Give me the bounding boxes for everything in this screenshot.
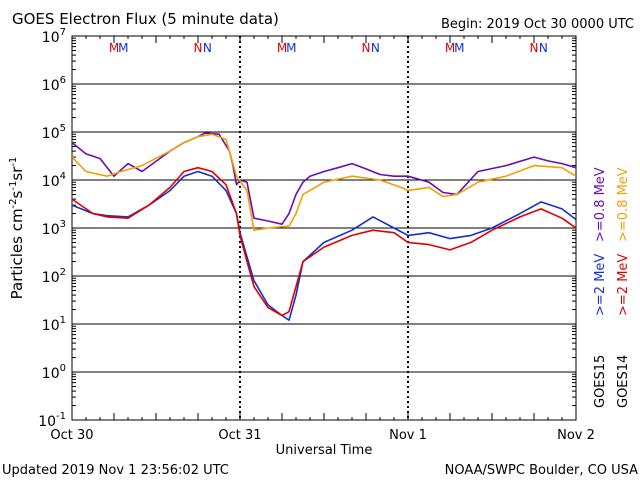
series-lines — [71, 132, 577, 322]
y-axis-label: Particles cm-2s-1sr-1 — [8, 157, 26, 300]
series-line — [71, 166, 577, 317]
x-tick-labels: Oct 30 Oct 31 Nov 1 Nov 2 — [50, 428, 594, 443]
y-tick-label: 105 — [42, 123, 66, 142]
top-marker: N — [371, 41, 380, 55]
chart-title: GOES Electron Flux (5 minute data) — [12, 10, 279, 28]
top-marker: M — [118, 41, 128, 55]
top-marker: N — [194, 41, 203, 55]
y-tick-label: 10-1 — [38, 411, 66, 430]
y-tick-label: 107 — [42, 27, 66, 46]
series-line — [71, 170, 577, 322]
legend-entry: >=0.8 MeV — [616, 167, 631, 242]
updated-timestamp: Updated 2019 Nov 1 23:56:02 UTC — [2, 463, 229, 478]
top-marker: M — [277, 41, 287, 55]
x-tick-label: Nov 2 — [557, 428, 595, 443]
y-tick-label: 101 — [42, 315, 66, 334]
y-tick-label: 103 — [42, 219, 66, 238]
legend-group-label: GOES14 — [616, 355, 631, 408]
x-tick-label: Oct 31 — [218, 428, 261, 443]
day-boundary-markers — [239, 36, 409, 420]
x-tick-label: Oct 30 — [50, 428, 93, 443]
top-marker: N — [203, 41, 212, 55]
y-tick-label: 106 — [42, 75, 66, 94]
top-marker: M — [286, 41, 296, 55]
legend-entry: >=2 MeV — [593, 254, 608, 316]
begin-date: Begin: 2019 Oct 30 0000 UTC — [441, 17, 634, 32]
legend-entry: >=0.8 MeV — [593, 167, 608, 242]
top-marker: N — [539, 41, 548, 55]
top-marker: M — [445, 41, 455, 55]
y-tick-labels: 10-1 100 101 102 103 104 105 106 107 — [38, 27, 66, 430]
legend-entry: >=2 MeV — [616, 254, 631, 316]
y-tick-label: 102 — [42, 267, 66, 286]
y-tick-label: 100 — [42, 363, 66, 382]
y-tick-label: 104 — [42, 171, 66, 190]
top-marker: N — [362, 41, 371, 55]
series-line — [71, 132, 577, 225]
top-marker: M — [454, 41, 464, 55]
series-line — [71, 133, 577, 231]
x-axis-label: Universal Time — [276, 443, 373, 458]
top-marker: N — [530, 41, 539, 55]
top-marker: M — [109, 41, 119, 55]
axis-ticks — [71, 36, 577, 420]
credit-text: NOAA/SWPC Boulder, CO USA — [445, 463, 638, 478]
x-tick-label: Nov 1 — [389, 428, 427, 443]
top-markers: MM N N MM N N MM N N — [109, 41, 548, 55]
legend-group-label: GOES15 — [593, 355, 608, 408]
legend: GOES15 >=2 MeV >=0.8 MeV GOES14 >=2 MeV >=0.8… — [593, 167, 631, 408]
